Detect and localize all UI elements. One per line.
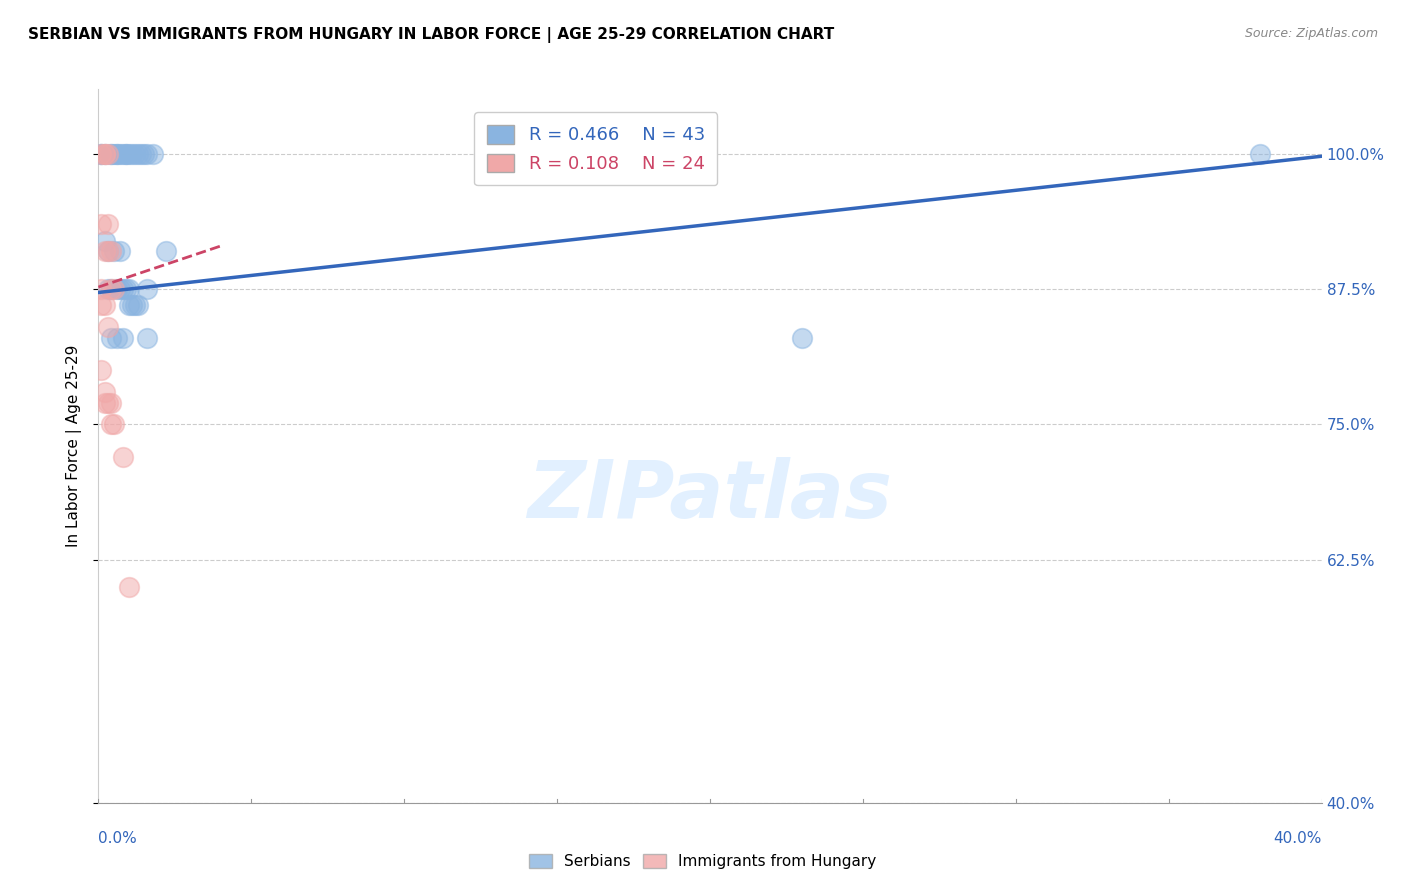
Point: [93, 147, 115, 161]
Point: [97, 320, 120, 334]
Point: [105, 331, 128, 345]
Point: [118, 147, 141, 161]
Point: [118, 298, 141, 312]
Point: [790, 331, 813, 345]
Point: [103, 147, 125, 161]
Point: [100, 147, 122, 161]
Point: [124, 298, 146, 312]
Point: [127, 147, 149, 161]
Point: [127, 298, 149, 312]
Point: [93, 234, 115, 248]
Point: [105, 147, 128, 161]
Point: [118, 580, 141, 594]
Point: [93, 147, 115, 161]
Point: [100, 244, 122, 259]
Point: [103, 282, 125, 296]
Point: [93, 244, 115, 259]
Point: [155, 244, 177, 259]
Point: [118, 282, 141, 296]
Text: Source: ZipAtlas.com: Source: ZipAtlas.com: [1244, 27, 1378, 40]
Point: [90, 147, 112, 161]
Point: [108, 147, 131, 161]
Point: [111, 147, 134, 161]
Point: [100, 282, 122, 296]
Point: [90, 218, 112, 232]
Point: [124, 147, 146, 161]
Point: [108, 282, 131, 296]
Point: [111, 450, 134, 464]
Point: [100, 331, 122, 345]
Point: [93, 298, 115, 312]
Point: [111, 282, 134, 296]
Text: 40.0%: 40.0%: [1274, 831, 1322, 846]
Point: [97, 244, 120, 259]
Text: ZIPatlas: ZIPatlas: [527, 457, 893, 535]
Point: [115, 147, 138, 161]
Point: [103, 244, 125, 259]
Point: [100, 396, 122, 410]
Point: [136, 147, 159, 161]
Point: [100, 282, 122, 296]
Point: [103, 417, 125, 432]
Point: [115, 282, 138, 296]
Point: [90, 147, 112, 161]
Point: [97, 244, 120, 259]
Point: [97, 218, 120, 232]
Text: SERBIAN VS IMMIGRANTS FROM HUNGARY IN LABOR FORCE | AGE 25-29 CORRELATION CHART: SERBIAN VS IMMIGRANTS FROM HUNGARY IN LA…: [28, 27, 834, 43]
Point: [97, 396, 120, 410]
Point: [90, 282, 112, 296]
Legend: R = 0.466    N = 43, R = 0.108    N = 24: R = 0.466 N = 43, R = 0.108 N = 24: [474, 112, 717, 186]
Point: [115, 147, 138, 161]
Point: [121, 147, 143, 161]
Point: [105, 282, 128, 296]
Point: [97, 282, 120, 296]
Point: [121, 298, 143, 312]
Point: [111, 331, 134, 345]
Point: [142, 147, 165, 161]
Point: [93, 384, 115, 399]
Point: [1249, 147, 1271, 161]
Legend: Serbians, Immigrants from Hungary: Serbians, Immigrants from Hungary: [523, 848, 883, 875]
Point: [105, 147, 128, 161]
Point: [134, 147, 156, 161]
Point: [90, 298, 112, 312]
Point: [90, 363, 112, 377]
Point: [100, 147, 122, 161]
Text: 0.0%: 0.0%: [98, 831, 138, 846]
Point: [136, 331, 159, 345]
Point: [93, 147, 115, 161]
Point: [108, 244, 131, 259]
Y-axis label: In Labor Force | Age 25-29: In Labor Force | Age 25-29: [66, 345, 82, 547]
Point: [97, 147, 120, 161]
Point: [93, 396, 115, 410]
Point: [129, 147, 152, 161]
Point: [100, 417, 122, 432]
Point: [136, 282, 159, 296]
Point: [90, 147, 112, 161]
